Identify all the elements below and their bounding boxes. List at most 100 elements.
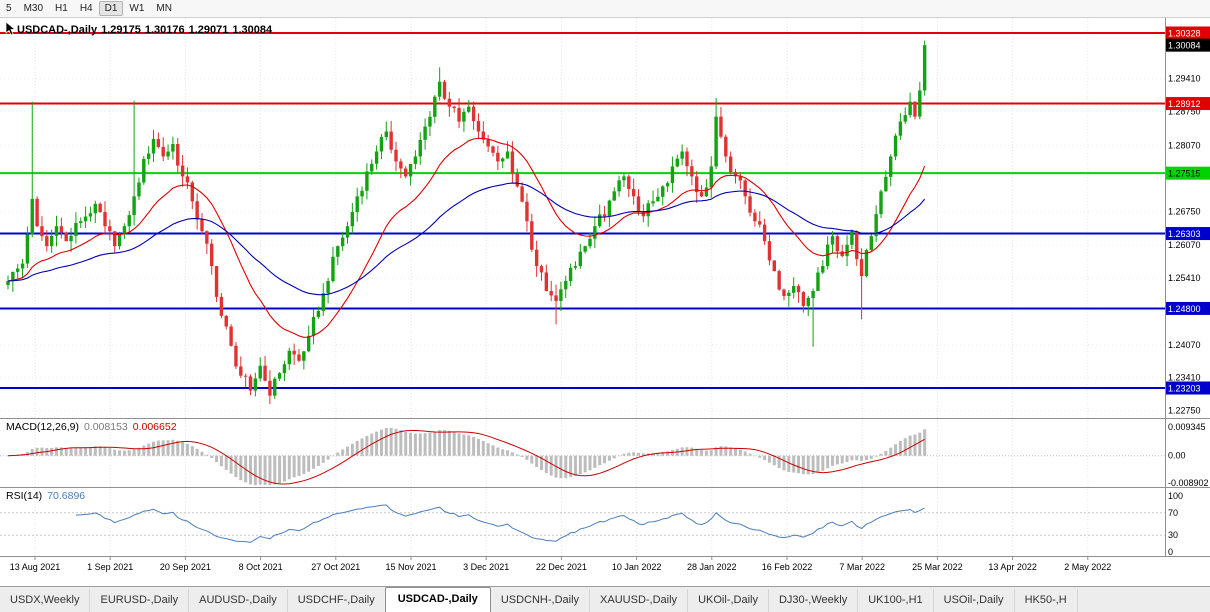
candle-body — [738, 176, 743, 181]
tab-audusd-daily[interactable]: AUDUSD-,Daily — [189, 589, 288, 612]
ohlc-high: 1.30176 — [144, 24, 185, 36]
macd-bar — [588, 455, 592, 471]
timeframe-button-m30[interactable]: M30 — [23, 3, 44, 14]
macd-bar — [142, 445, 146, 456]
candle-body — [549, 290, 553, 296]
timeframe-button-h1[interactable]: H1 — [55, 3, 68, 14]
macd-bar — [772, 455, 776, 466]
candle-body — [59, 226, 64, 233]
macd-bar — [35, 447, 39, 456]
price-badge-1.30328 — [1166, 26, 1210, 40]
macd-bar — [864, 455, 868, 461]
candle-body — [69, 235, 73, 242]
macd-bar — [59, 447, 63, 456]
macd-bar — [346, 446, 349, 456]
macd-bar — [603, 455, 607, 464]
macd-bar — [486, 443, 490, 456]
candle-body — [413, 156, 418, 164]
candle-body — [515, 173, 519, 187]
macd-bar — [423, 433, 427, 456]
tab-xauusd-daily[interactable]: XAUUSD-,Daily — [590, 589, 689, 612]
candle-body — [680, 151, 684, 159]
timeframe-button-w1[interactable]: W1 — [129, 3, 145, 14]
candle-body — [40, 226, 44, 237]
macd-bar — [806, 455, 810, 475]
price-badge-label: 1.30084 — [1168, 41, 1201, 51]
candle-body — [913, 101, 917, 117]
timeframe-button-mn[interactable]: MN — [156, 3, 172, 14]
candle-body — [758, 221, 762, 225]
macd-indicator-label: MACD(12,26,9) 0.008153 0.006652 — [6, 421, 177, 433]
macd-bar — [268, 455, 272, 486]
tab-ukoil-daily[interactable]: UKOil-,Daily — [688, 589, 769, 612]
macd-bar — [219, 455, 223, 467]
candle-body — [399, 161, 403, 169]
macd-bar — [103, 447, 107, 456]
macd-signal-line — [7, 430, 925, 485]
candle-body — [311, 317, 316, 336]
tab-usdchf-daily[interactable]: USDCHF-,Daily — [288, 589, 386, 612]
candle-body — [384, 131, 388, 138]
candle-body — [74, 223, 78, 236]
macd-bar — [253, 455, 257, 486]
tab-eurusd-daily[interactable]: EURUSD-,Daily — [90, 589, 190, 612]
macd-bar — [569, 455, 573, 478]
chart-plot-area[interactable] — [0, 18, 1165, 556]
macd-bar — [607, 455, 611, 461]
candle-body — [801, 292, 806, 306]
candle-body — [782, 289, 786, 296]
macd-bar — [413, 433, 417, 456]
candle-body — [612, 191, 616, 201]
tab-uk100-h1[interactable]: UK100-,H1 — [858, 589, 934, 612]
candle-body — [447, 98, 452, 107]
candle-body — [534, 249, 539, 267]
candle-body — [25, 234, 30, 264]
macd-bar — [898, 440, 902, 456]
macd-bar — [656, 452, 660, 456]
candle-body — [370, 163, 374, 172]
candle-body — [748, 196, 752, 213]
candle-body — [117, 234, 122, 247]
macd-bar — [792, 455, 796, 473]
tab-usoil-daily[interactable]: USOil-,Daily — [934, 589, 1015, 612]
candle-body — [530, 221, 534, 250]
tab-dj30-weekly[interactable]: DJ30-,Weekly — [769, 589, 859, 612]
candle-body — [573, 266, 578, 268]
macd-bar — [50, 447, 54, 456]
candlestick-series — [6, 40, 927, 405]
price-axis[interactable]: 1.29410 1.28750 1.28070 1.26750 1.26070 1.254… — [1166, 26, 1210, 558]
candle-body — [733, 172, 738, 177]
horizontal-level-lines[interactable] — [0, 32, 1165, 390]
chart-canvas[interactable]: 1.29410 1.28750 1.28070 1.26750 1.26070 1.254… — [0, 18, 1210, 586]
macd-bar — [525, 455, 529, 460]
macd-bar — [316, 455, 320, 467]
macd-bar — [690, 447, 694, 456]
candle-body — [258, 365, 262, 379]
tab-usdcad-daily[interactable]: USDCAD-,Daily — [384, 587, 491, 612]
time-axis[interactable]: 13 Aug 2021 1 Sep 2021 20 Sep 2021 8 Oct 20… — [10, 557, 1112, 572]
macd-bar — [287, 455, 291, 480]
timeframe-button-d1[interactable]: D1 — [98, 1, 124, 16]
candle-body — [588, 238, 592, 247]
timeframe-button-h4[interactable]: H4 — [79, 3, 93, 14]
candle-body — [282, 364, 287, 374]
macd-bar — [152, 441, 155, 456]
candle-body — [457, 108, 461, 122]
macd-axis-label: 0.009345 — [1168, 422, 1206, 432]
macd-bar — [30, 448, 34, 456]
macd-bar — [704, 450, 708, 456]
tab-hk50-h[interactable]: HK50-,H — [1015, 589, 1078, 612]
date-label: 8 Oct 2021 — [239, 562, 283, 572]
macd-bar — [438, 430, 442, 456]
price-badge-label: 1.26303 — [1168, 229, 1201, 239]
candle-body — [821, 266, 825, 273]
price-tick-label: 1.29410 — [1168, 74, 1201, 84]
macd-bar — [331, 455, 335, 457]
macd-bar — [224, 455, 228, 470]
candle-body — [83, 216, 88, 222]
price-badge-1.24800 — [1166, 301, 1210, 315]
candle-body — [874, 214, 878, 237]
timeframe-button-5[interactable]: 5 — [6, 3, 12, 14]
tab-usdx-weekly[interactable]: USDX,Weekly — [0, 589, 91, 612]
tab-usdcnh-daily[interactable]: USDCNH-,Daily — [491, 589, 591, 612]
